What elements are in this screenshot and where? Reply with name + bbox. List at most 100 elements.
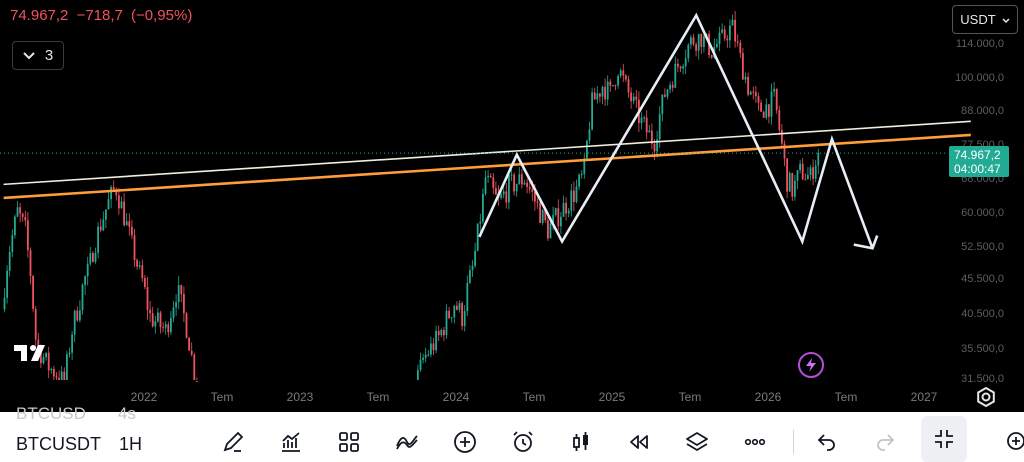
candle-body — [807, 174, 809, 180]
candle-body — [679, 66, 682, 69]
candle-body — [50, 368, 53, 371]
candle-body — [102, 219, 105, 231]
symbol-button[interactable]: BTCUSDT — [16, 434, 101, 454]
candle-body — [656, 139, 658, 152]
fullscreen-exit-button[interactable] — [921, 416, 967, 462]
candle-body — [167, 324, 170, 333]
lightning-icon[interactable] — [798, 352, 824, 378]
chart-settings-gear-icon[interactable] — [976, 386, 996, 412]
candle-body — [500, 194, 502, 198]
x-tick-label: Tem — [367, 390, 390, 404]
candle-body — [476, 223, 479, 251]
drawing-tool-button[interactable] — [219, 428, 247, 456]
candle-body — [115, 189, 118, 196]
candle-body — [744, 76, 747, 80]
candle-body — [133, 235, 136, 261]
pattern-drawing — [478, 12, 874, 249]
candle-body — [131, 226, 133, 236]
candle-body — [58, 377, 60, 380]
candle-body — [604, 86, 606, 100]
alert-button[interactable] — [509, 428, 537, 456]
candle-body — [175, 302, 177, 308]
candle-body — [159, 312, 162, 328]
candle-body — [817, 152, 820, 166]
candle-style-button[interactable] — [567, 428, 595, 456]
candle-body — [786, 158, 788, 192]
candle-body — [55, 376, 58, 378]
candle-body — [635, 96, 638, 100]
candle-body — [42, 357, 45, 364]
candle-body — [492, 177, 495, 189]
candle-body — [482, 193, 484, 222]
candle-body — [3, 297, 6, 310]
candle-body — [721, 29, 723, 33]
plus-icon — [454, 431, 476, 453]
candle-body — [700, 34, 703, 47]
alarm-icon — [513, 431, 533, 452]
candle-body — [765, 104, 768, 118]
price-header: 74.967,2 −718,7 (−0,95%) — [10, 7, 196, 24]
redo-button[interactable] — [871, 428, 899, 456]
undo-button[interactable] — [813, 428, 841, 456]
candle-body — [651, 130, 653, 144]
candle-body — [658, 114, 661, 140]
candle-body — [734, 19, 736, 42]
candle-body — [645, 117, 648, 133]
indicators-button[interactable] — [393, 428, 421, 456]
zoom-button[interactable] — [1002, 428, 1024, 456]
chart-type-button[interactable] — [277, 428, 305, 456]
candle-body — [567, 210, 570, 214]
zoom-icon — [1007, 432, 1024, 450]
candle-body — [479, 221, 482, 224]
candle-body — [19, 207, 21, 214]
candle-body — [8, 251, 11, 271]
interval-button[interactable]: 1H — [119, 434, 143, 454]
currency-select[interactable]: USDT — [952, 5, 1018, 34]
candle-body — [710, 55, 713, 58]
candle-body — [112, 186, 115, 190]
x-tick-label: 2026 — [755, 390, 782, 404]
candle-body — [16, 207, 19, 217]
candle-body — [118, 195, 120, 209]
candle-body — [463, 311, 466, 327]
candle-body — [162, 327, 164, 329]
candle-body — [661, 94, 664, 115]
candle-body — [461, 303, 463, 327]
candle-body — [716, 44, 718, 48]
candle-body — [94, 252, 97, 262]
candle-body — [40, 346, 42, 364]
candle-body — [92, 253, 94, 262]
candle-body — [804, 179, 807, 181]
candle-body — [752, 91, 755, 93]
chart-area[interactable]: 31.500,0 35.500,0 40.500,0 45.500,0 52.500,0… — [0, 0, 1024, 412]
layers-button[interactable] — [683, 428, 711, 456]
more-button[interactable] — [741, 428, 769, 456]
candle-body — [575, 186, 578, 203]
candle-body — [521, 174, 523, 185]
candle-body — [518, 174, 521, 184]
tradingview-logo-icon — [14, 343, 52, 369]
add-button[interactable] — [451, 428, 479, 456]
candle-body — [60, 371, 63, 380]
candle-body — [427, 354, 430, 356]
current-price-value: 74.967,2 — [954, 148, 1001, 162]
candle-body — [430, 343, 432, 355]
candle-body — [534, 191, 536, 202]
candle-body — [188, 337, 190, 351]
price-chart[interactable]: 31.500,0 35.500,0 40.500,0 45.500,0 52.500,0… — [0, 0, 1024, 412]
candle-body — [692, 37, 695, 45]
candle-body — [154, 321, 157, 327]
candle-body — [123, 201, 125, 226]
indicator-count: 3 — [44, 47, 54, 64]
candle-body — [32, 275, 34, 309]
collapse-indicators-button[interactable]: 3 — [12, 41, 64, 70]
price-change-percent: (−0,95%) — [131, 7, 193, 24]
candle-body — [84, 276, 86, 285]
layout-button[interactable] — [335, 428, 363, 456]
candle-body — [591, 92, 593, 130]
candle-body — [146, 287, 149, 310]
candle-body — [68, 352, 71, 355]
y-tick-label: 31.500,0 — [961, 373, 1004, 385]
replay-button[interactable] — [625, 428, 653, 456]
candle-body — [164, 324, 167, 328]
